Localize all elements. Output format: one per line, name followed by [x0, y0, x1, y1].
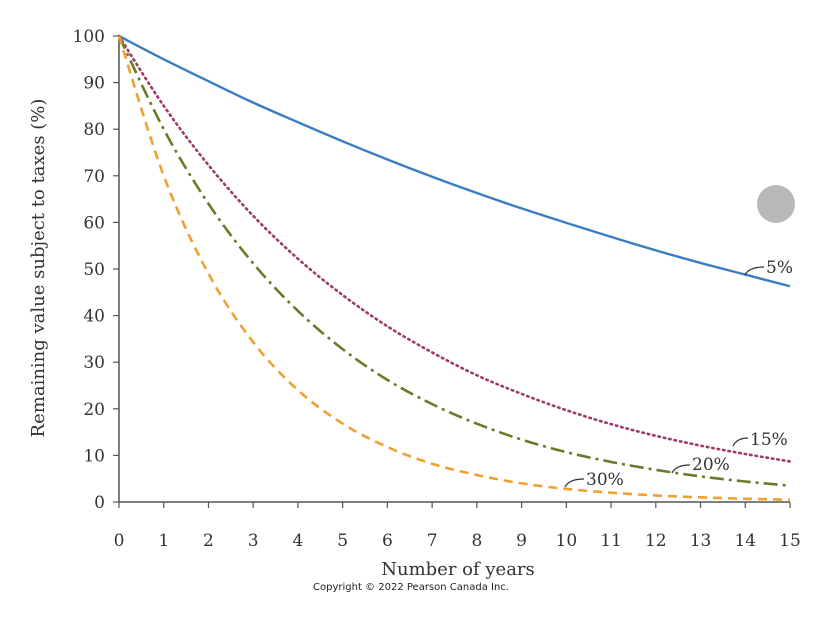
axes — [118, 36, 790, 503]
y-tick-label: 70 — [83, 167, 105, 187]
series-label-leader — [564, 478, 585, 488]
x-tick-label: 15 — [779, 531, 801, 551]
series-labels: 5% 15% 20% 30% — [564, 258, 793, 490]
y-tick-label: 20 — [83, 400, 105, 420]
x-tick-label: 14 — [734, 531, 756, 551]
series-label-leader — [744, 266, 765, 276]
y-tick-label: 100 — [73, 27, 105, 47]
x-tick-label: 1 — [158, 531, 169, 551]
gray-circle-marker — [757, 185, 795, 223]
y-tick-label: 40 — [83, 307, 105, 327]
x-tick-label: 4 — [293, 531, 304, 551]
series-line-5pct — [118, 34, 791, 288]
y-tick-label: 50 — [83, 260, 105, 280]
x-tick-label: 3 — [248, 531, 259, 551]
x-tick-label: 9 — [516, 531, 527, 551]
series-label-30pct: 30% — [586, 470, 624, 490]
series-line-20pct — [117, 35, 791, 487]
y-tick-label: 10 — [83, 446, 105, 466]
series-line-15pct — [117, 34, 792, 463]
tick-labels: 0 1 2 3 4 5 6 7 8 9 10 11 12 13 14 15010203040506070809… — [73, 27, 801, 551]
x-tick-label: 11 — [600, 531, 622, 551]
series-label-leader — [732, 437, 749, 447]
series-line-30pct — [117, 35, 791, 501]
x-tick-label: 0 — [114, 531, 125, 551]
x-tick-label: 12 — [645, 531, 667, 551]
series-label-20pct: 20% — [692, 455, 730, 475]
x-tick-label: 8 — [471, 531, 482, 551]
copyright-text: Copyright © 2022 Pearson Canada Inc. — [313, 582, 509, 593]
y-tick-label: 60 — [83, 213, 105, 233]
y-tick-label: 0 — [94, 493, 105, 513]
x-tick-label: 7 — [427, 531, 438, 551]
x-tick-label: 13 — [690, 531, 712, 551]
x-tick-label: 10 — [556, 531, 578, 551]
tick-marks — [113, 35, 791, 508]
x-tick-label: 6 — [382, 531, 393, 551]
series-label-15pct: 15% — [750, 430, 788, 450]
series-lines — [117, 34, 792, 501]
y-tick-label: 90 — [83, 74, 105, 94]
x-axis-title: Number of years — [381, 559, 535, 580]
series-label-5pct: 5% — [766, 258, 793, 278]
x-tick-label: 5 — [337, 531, 348, 551]
y-tick-label: 30 — [83, 353, 105, 373]
y-tick-label: 80 — [83, 120, 105, 140]
x-tick-label: 2 — [203, 531, 214, 551]
series-label-leader — [671, 464, 691, 474]
y-axis-title: Remaining value subject to taxes (%) — [28, 99, 49, 438]
